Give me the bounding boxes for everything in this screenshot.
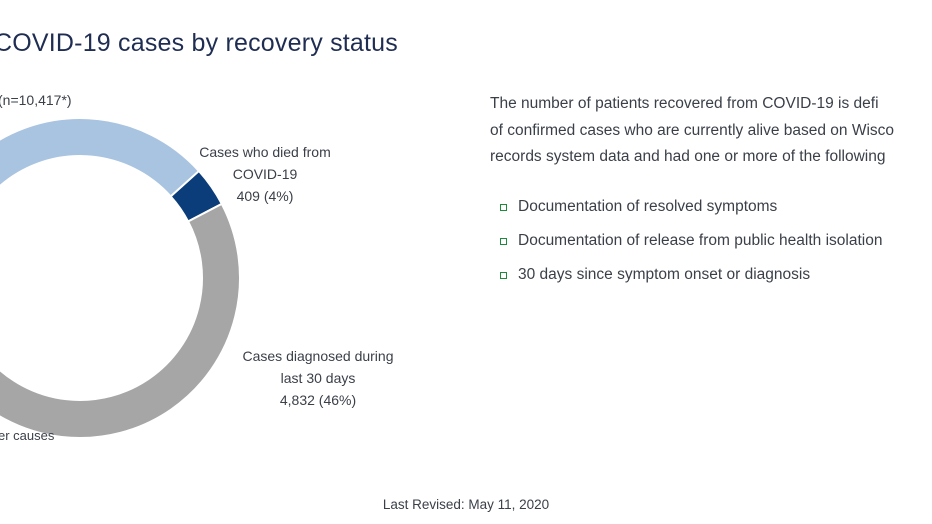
recovery-criteria-list: Documentation of resolved symptoms Docum… (500, 190, 882, 292)
square-bullet-icon (500, 203, 507, 211)
square-bullet-icon (500, 237, 507, 245)
died-label-value: 409 (4%) (236, 188, 294, 204)
criteria-text: Documentation of release from public hea… (518, 232, 883, 249)
definition-line: records system data and had one or more … (490, 148, 886, 165)
definition-line: of confirmed cases who are currently ali… (490, 121, 895, 139)
recent-label-line: Cases diagnosed during (242, 348, 394, 364)
recent-label-value: 4,832 (46%) (279, 392, 357, 408)
died-label-line: Cases who died from (199, 144, 331, 160)
total-cases-label: (n=10,417*) (0, 92, 72, 108)
recovery-definition-text: The number of patients recovered from CO… (490, 91, 894, 171)
list-item: 30 days since symptom onset or diagnosis (500, 258, 882, 292)
recent-segment-label: Cases diagnosed during last 30 days 4,83… (226, 345, 410, 411)
square-bullet-icon (500, 271, 507, 279)
criteria-text: Documentation of resolved symptoms (518, 198, 778, 215)
criteria-text: 30 days since symptom onset or diagnosis (518, 266, 811, 283)
definition-line: The number of patients recovered from CO… (490, 95, 879, 112)
died-label-line: COVID-19 (232, 166, 298, 182)
recent-diagnosed-segment (0, 202, 241, 439)
list-item: Documentation of release from public hea… (500, 224, 882, 258)
list-item: Documentation of resolved symptoms (500, 190, 882, 224)
other-causes-label: er causes (0, 428, 55, 443)
recent-label-line: last 30 days (280, 370, 356, 386)
page-title: COVID-19 cases by recovery status (0, 29, 398, 57)
last-revised: Last Revised: May 11, 2020 (382, 497, 550, 512)
remaining-segment (0, 117, 201, 198)
died-segment-label: Cases who died from COVID-19 409 (4%) (180, 141, 350, 207)
